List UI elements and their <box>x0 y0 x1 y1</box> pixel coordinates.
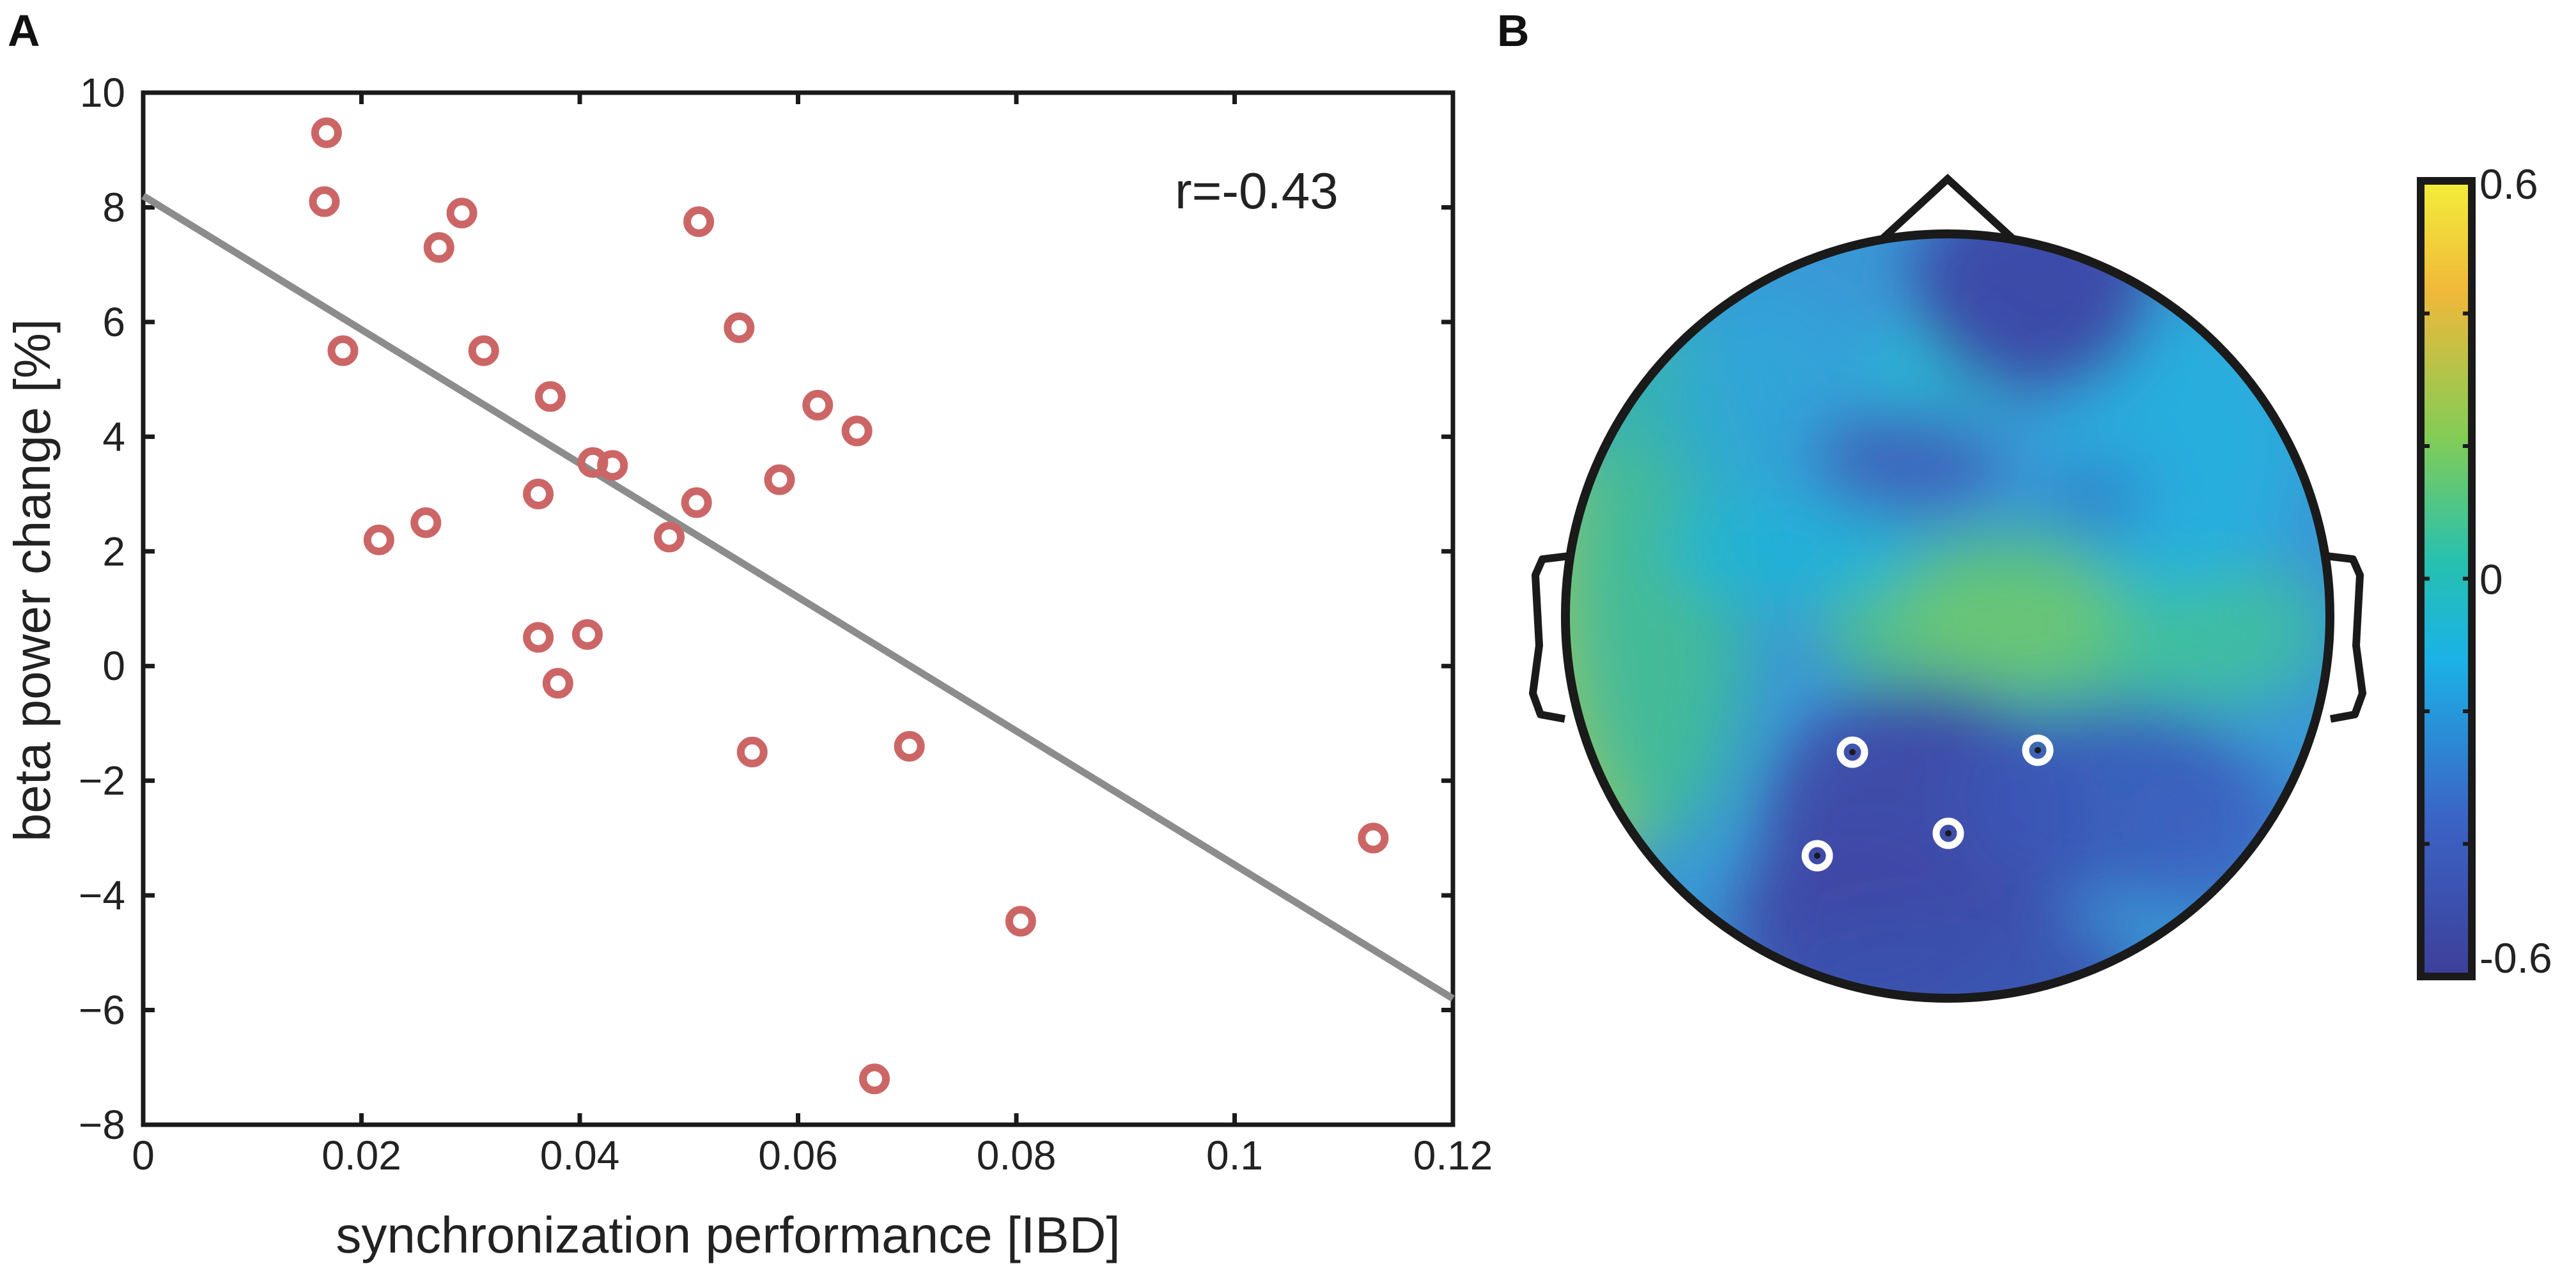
x-tick-label: 0.1 <box>1206 1132 1263 1178</box>
regression-line <box>141 192 1455 1002</box>
data-point <box>802 389 834 420</box>
data-point <box>542 668 573 699</box>
y-tick-label: 0 <box>102 643 125 689</box>
x-axis-label: synchronization performance [IBD] <box>336 1207 1120 1263</box>
y-tick-label: 10 <box>80 70 125 116</box>
colorbar-tick-label: 0.6 <box>2479 160 2538 208</box>
data-point <box>683 206 715 237</box>
electrode-marker <box>2022 734 2054 766</box>
colorbar: 0.6 0 -0.6 <box>2417 160 2552 982</box>
y-tick-label: −6 <box>79 987 125 1033</box>
data-points <box>309 117 1389 1095</box>
panel-label-a: A <box>8 6 40 56</box>
data-point <box>764 464 795 495</box>
electrode-marker <box>1836 736 1868 768</box>
fit-line-group <box>141 192 1455 1002</box>
panel-label-b: B <box>1497 6 1530 56</box>
data-point <box>597 450 628 481</box>
data-point <box>736 736 768 768</box>
y-tick-label: −2 <box>79 758 125 804</box>
electrode-marker <box>1932 817 1964 849</box>
data-point <box>327 335 359 366</box>
data-point <box>446 197 477 229</box>
x-tick-label: 0.08 <box>977 1132 1057 1178</box>
scatter-chart: 0 0.02 0.04 0.06 0.08 0.1 0.12 10 8 6 4 2 0 −2 −4 −6 −8… <box>4 70 1493 1263</box>
y-tick-label: 4 <box>102 413 125 459</box>
right-ear-outline <box>2325 552 2366 723</box>
data-point <box>894 730 925 762</box>
y-axis: 10 8 6 4 2 0 −2 −4 −6 −8 <box>79 70 1453 1148</box>
electrode-markers <box>1801 734 2054 872</box>
y-tick-label: −4 <box>79 872 125 918</box>
y-tick-label: 6 <box>102 299 125 345</box>
x-tick-label: 0.04 <box>540 1132 620 1178</box>
x-tick-label: 0.02 <box>322 1132 401 1178</box>
left-ear-outline <box>1529 552 1570 723</box>
y-tick-label: 2 <box>102 528 125 575</box>
x-tick-label: 0.12 <box>1413 1132 1493 1178</box>
data-point <box>523 479 554 510</box>
nose-outline <box>1875 173 2021 246</box>
x-tick-label: 0 <box>132 1132 155 1178</box>
plot-frame <box>141 90 1455 1127</box>
y-tick-label: 8 <box>102 184 125 230</box>
y-axis-label: beta power change [%] <box>4 319 61 842</box>
data-point <box>309 186 340 217</box>
y-tick-label: −8 <box>79 1102 125 1148</box>
data-point <box>859 1063 890 1095</box>
electrode-marker <box>1801 840 1833 872</box>
data-point <box>724 312 755 343</box>
x-axis: 0 0.02 0.04 0.06 0.08 0.1 0.12 <box>132 93 1493 1178</box>
data-point <box>841 415 873 447</box>
data-point <box>1005 906 1036 937</box>
data-point <box>311 117 342 148</box>
colorbar-ticks: 0.6 0 -0.6 <box>2421 160 2552 982</box>
head-outline <box>1561 229 2334 1003</box>
data-point <box>654 521 685 553</box>
data-point <box>534 381 566 412</box>
data-point <box>423 232 454 263</box>
data-point <box>410 507 442 538</box>
data-point <box>681 487 712 518</box>
data-point <box>363 524 394 555</box>
scalp-topography <box>1529 173 2366 1003</box>
data-point <box>523 622 554 653</box>
colorbar-tick-label: 0 <box>2479 556 2503 603</box>
data-point <box>571 619 603 650</box>
axes-frame <box>141 90 1455 1127</box>
colorbar-tick-label: -0.6 <box>2479 934 2552 982</box>
x-tick-label: 0.06 <box>758 1132 838 1178</box>
data-point <box>468 335 499 366</box>
correlation-annotation: r=-0.43 <box>1175 162 1338 219</box>
data-point <box>1358 822 1389 854</box>
